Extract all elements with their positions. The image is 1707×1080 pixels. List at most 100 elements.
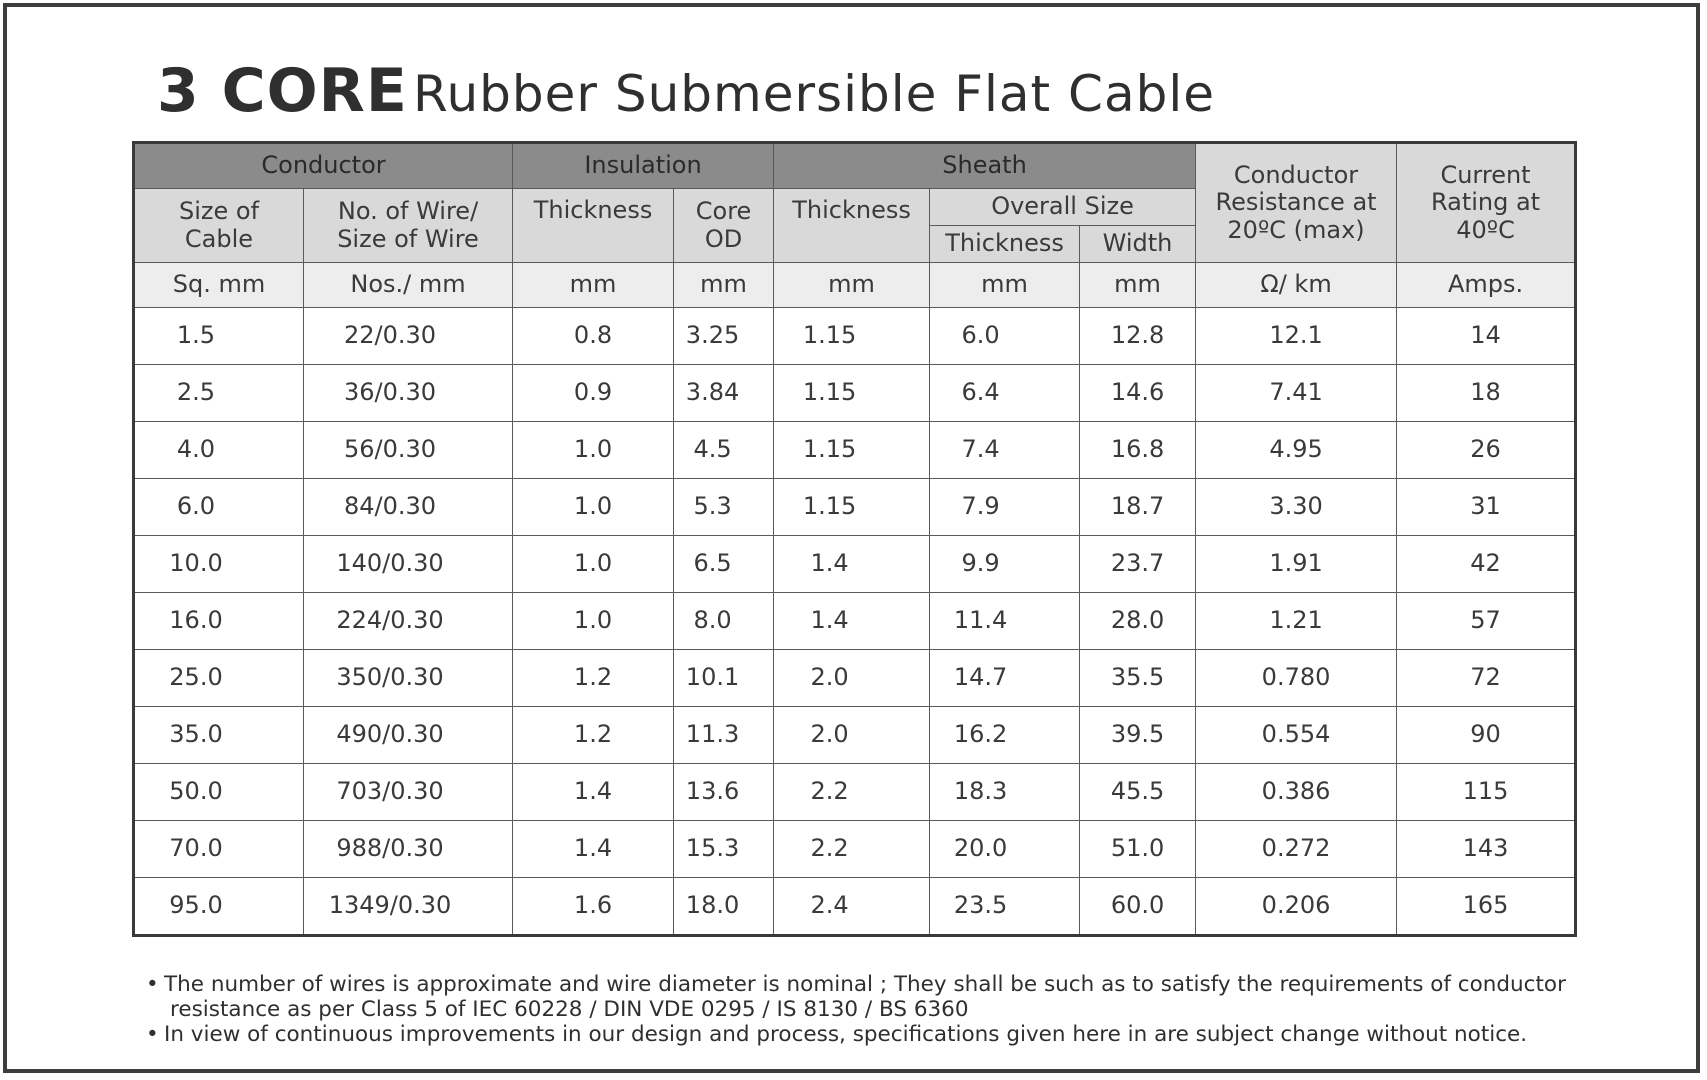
table-cell: 4.5 [673,421,775,479]
table-cell: 18 [1396,364,1577,422]
unit-cell: mm [773,262,931,308]
table-cell: 6.0 [133,478,304,536]
table-row: 70.0 988/0.30 1.4 15.3 2.2 20.0 51.0 0.272 143 [133,820,1577,878]
table-cell: 22/0.30 [302,307,514,365]
unit-cell: Nos./ mm [302,262,514,308]
table-cell: 45.5 [1079,763,1197,821]
table-cell: 5.3 [673,478,775,536]
table-cell: 9.9 [929,535,1081,593]
table-cell: 4.95 [1195,421,1398,479]
table-cell: 1.15 [773,478,931,536]
table-cell: 70.0 [133,820,304,878]
table-row: 4.0 56/0.30 1.0 4.5 1.15 7.4 16.8 4.95 26 [133,421,1577,479]
table-cell: 16.8 [1079,421,1197,479]
page-title: 3 CORE Rubber Submersible Flat Cable [157,56,1215,126]
table-cell: 1.0 [512,592,675,650]
table-row: 16.0 224/0.30 1.0 8.0 1.4 11.4 28.0 1.21 57 [133,592,1577,650]
table-cell: 2.0 [773,649,931,707]
table-cell: 35.0 [133,706,304,764]
header-overall-size: Overall Size [929,188,1197,226]
table-cell: 490/0.30 [302,706,514,764]
header-overall-width: Width [1079,225,1197,263]
table-row: 50.0 703/0.30 1.4 13.6 2.2 18.3 45.5 0.386 115 [133,763,1577,821]
table-cell: 6.0 [929,307,1081,365]
table-body: 1.5 22/0.30 0.8 3.25 1.15 6.0 12.8 12.1 14 2.5 36/… [133,307,1577,936]
table-cell: 14.7 [929,649,1081,707]
table-cell: 2.4 [773,877,931,936]
table-cell: 95.0 [133,877,304,936]
table-cell: 1.5 [133,307,304,365]
table-cell: 1.0 [512,478,675,536]
table-row: 2.5 36/0.30 0.9 3.84 1.15 6.4 14.6 7.41 18 [133,364,1577,422]
table-cell: 1349/0.30 [302,877,514,936]
table-cell: 11.3 [673,706,775,764]
table-cell: 11.4 [929,592,1081,650]
table-cell: 7.9 [929,478,1081,536]
footnote-item: • In view of continuous improvements in … [146,1022,1566,1047]
table-cell: 1.0 [512,535,675,593]
table-cell: 8.0 [673,592,775,650]
unit-cell: mm [673,262,775,308]
table-cell: 28.0 [1079,592,1197,650]
table-cell: 2.0 [773,706,931,764]
table-cell: 1.4 [512,763,675,821]
table-cell: 31 [1396,478,1577,536]
table-cell: 15.3 [673,820,775,878]
table-cell: 1.15 [773,421,931,479]
page-frame [3,3,1700,1073]
table-cell: 1.91 [1195,535,1398,593]
table-cell: 0.9 [512,364,675,422]
unit-cell: mm [929,262,1081,308]
table-cell: 84/0.30 [302,478,514,536]
table-cell: 1.4 [773,535,931,593]
footnote-text: The number of wires is approximate and w… [164,972,1566,997]
table-cell: 23.5 [929,877,1081,936]
group-header-conductor: Conductor [132,142,514,189]
table-cell: 90 [1396,706,1577,764]
table-cell: 3.30 [1195,478,1398,536]
table-cell: 10.1 [673,649,775,707]
table-cell: 13.6 [673,763,775,821]
table-cell: 1.2 [512,649,675,707]
table-cell: 0.554 [1195,706,1398,764]
table-cell: 0.272 [1195,820,1398,878]
table-cell: 12.8 [1079,307,1197,365]
table-cell: 16.2 [929,706,1081,764]
footnote-text: In view of continuous improvements in ou… [164,1022,1528,1047]
table-cell: 0.780 [1195,649,1398,707]
table-cell: 143 [1396,820,1577,878]
unit-cell: Amps. [1396,262,1577,308]
table-cell: 14.6 [1079,364,1197,422]
header-size-of-cable: Size of Cable [133,188,304,263]
header-overall-thickness: Thickness [929,225,1081,263]
table-cell: 4.0 [133,421,304,479]
table-cell: 1.6 [512,877,675,936]
table-cell: 2.2 [773,763,931,821]
table-cell: 2.2 [773,820,931,878]
table-cell: 20.0 [929,820,1081,878]
table-cell: 16.0 [133,592,304,650]
table-cell: 1.15 [773,364,931,422]
table-row: 35.0 490/0.30 1.2 11.3 2.0 16.2 39.5 0.554 90 [133,706,1577,764]
group-header-sheath: Sheath [773,142,1197,189]
header-conductor-resistance: Conductor Resistance at 20ºC (max) [1195,142,1398,263]
table-cell: 14 [1396,307,1577,365]
table-cell: 18.7 [1079,478,1197,536]
spec-table: Conductor Insulation Sheath Conductor Re… [132,141,1578,937]
table-row: 25.0 350/0.30 1.2 10.1 2.0 14.7 35.5 0.780 72 [133,649,1577,707]
table-cell: 50.0 [133,763,304,821]
footnotes: • The number of wires is approximate and… [146,972,1566,1047]
table-cell: 6.4 [929,364,1081,422]
table-cell: 1.4 [512,820,675,878]
table-cell: 10.0 [133,535,304,593]
table-cell: 0.8 [512,307,675,365]
table-cell: 140/0.30 [302,535,514,593]
table-cell: 60.0 [1079,877,1197,936]
table-cell: 1.0 [512,421,675,479]
table-cell: 72 [1396,649,1577,707]
table-cell: 3.84 [673,364,775,422]
table-cell: 57 [1396,592,1577,650]
unit-cell: mm [512,262,675,308]
table-cell: 51.0 [1079,820,1197,878]
table-cell: 7.4 [929,421,1081,479]
